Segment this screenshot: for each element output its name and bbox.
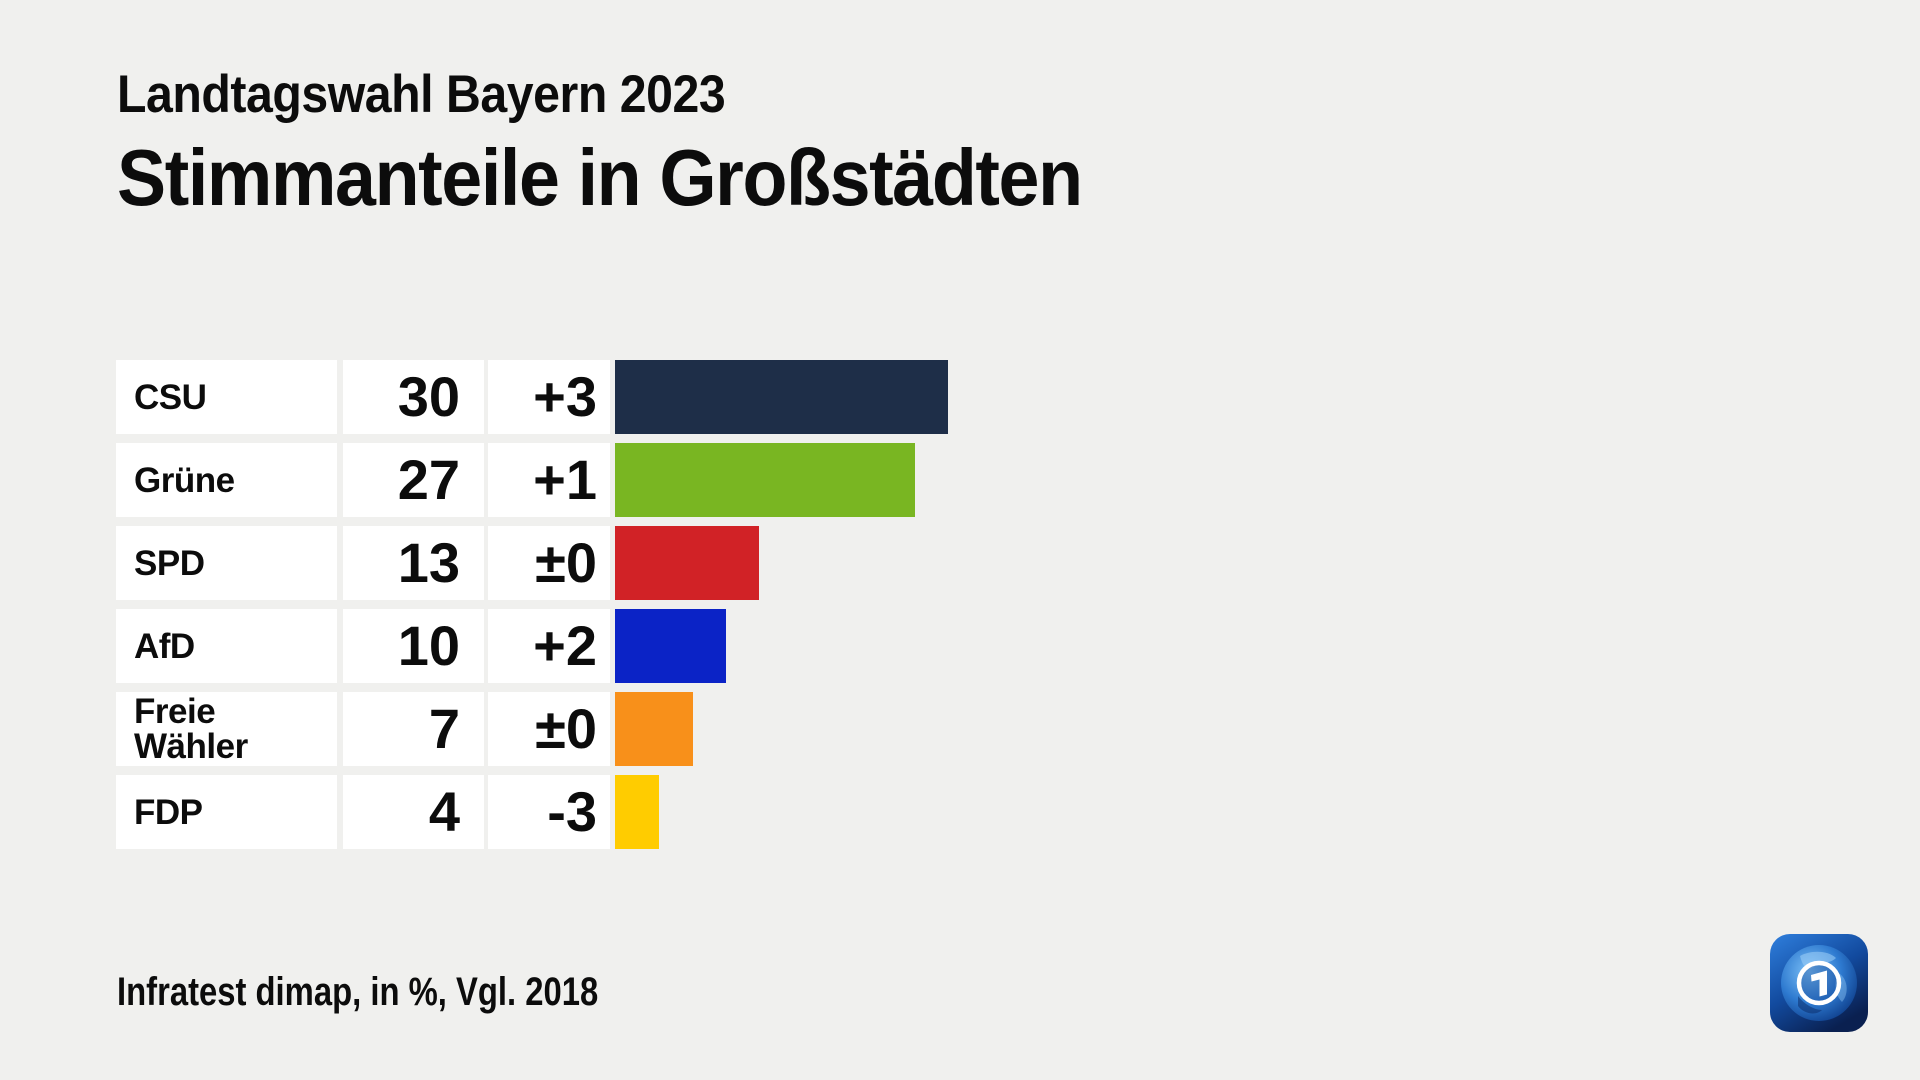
chart-subtitle: Landtagswahl Bayern 2023 (117, 65, 726, 124)
table-row: SPD 13 ±0 (116, 526, 948, 600)
source-note: Infratest dimap, in %, Vgl. 2018 (117, 970, 599, 1014)
value-cell: 7 (343, 692, 484, 766)
chart-rows: CSU 30 +3 Grüne 27 +1 SPD 13 ±0 (116, 360, 948, 858)
value-cell: 27 (343, 443, 484, 517)
logo-ring (1796, 960, 1842, 1006)
globe-continent (1798, 996, 1822, 1014)
value-bar (615, 775, 659, 849)
party-label: SPD (116, 526, 337, 600)
party-label: Freie Wähler (116, 692, 337, 766)
value-cell: 30 (343, 360, 484, 434)
value-bar (615, 443, 915, 517)
change-cell: ±0 (488, 692, 610, 766)
value-bar (615, 360, 948, 434)
table-row: Freie Wähler 7 ±0 (116, 692, 948, 766)
party-label: Grüne (116, 443, 337, 517)
ard-tagesschau-logo (1770, 934, 1868, 1032)
logo-one (1811, 970, 1827, 997)
table-row: AfD 10 +2 (116, 609, 948, 683)
change-cell: +2 (488, 609, 610, 683)
party-label: FDP (116, 775, 337, 849)
table-row: Grüne 27 +1 (116, 443, 948, 517)
party-label: AfD (116, 609, 337, 683)
party-label: CSU (116, 360, 337, 434)
value-bar (615, 609, 726, 683)
change-cell: ±0 (488, 526, 610, 600)
change-cell: +1 (488, 443, 610, 517)
value-bar (615, 526, 759, 600)
table-row: CSU 30 +3 (116, 360, 948, 434)
value-cell: 4 (343, 775, 484, 849)
value-cell: 13 (343, 526, 484, 600)
change-cell: -3 (488, 775, 610, 849)
value-cell: 10 (343, 609, 484, 683)
table-row: FDP 4 -3 (116, 775, 948, 849)
value-bar (615, 692, 693, 766)
chart-title: Stimmanteile in Großstädten (117, 133, 1083, 222)
change-cell: +3 (488, 360, 610, 434)
